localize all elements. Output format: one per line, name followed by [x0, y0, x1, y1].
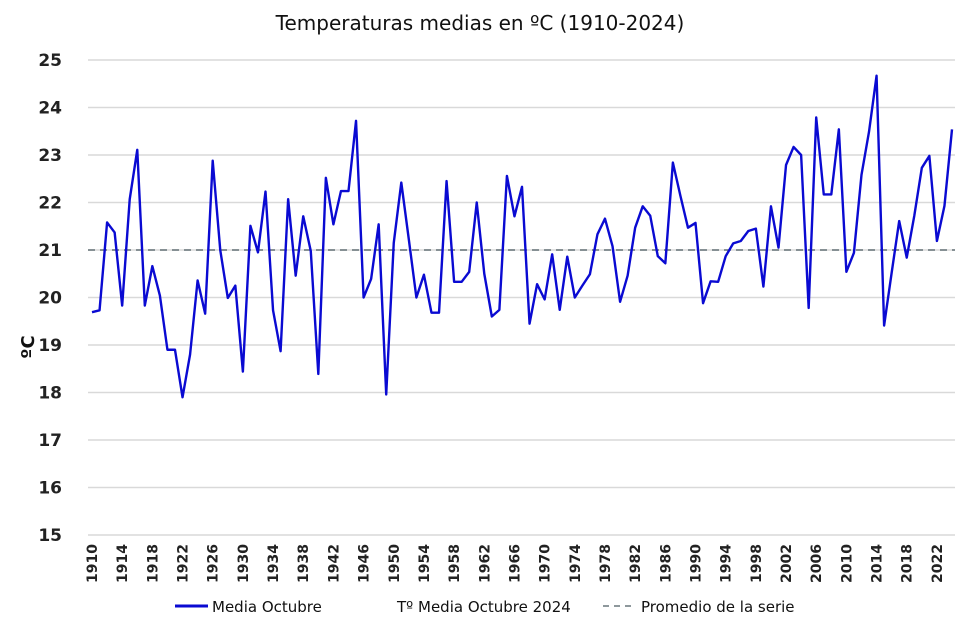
y-tick-label: 18 — [38, 384, 62, 404]
x-tick-label: 1938 — [296, 544, 312, 583]
x-tick-label: 2014 — [870, 544, 886, 583]
x-tick-label: 1950 — [387, 544, 403, 583]
x-tick-label: 1986 — [658, 544, 674, 583]
x-tick-labels: 1910 1914 1918 1922 1926 1930 1934 1938 1942 1946… — [85, 544, 946, 583]
x-tick-label: 1934 — [266, 544, 282, 583]
x-tick-label: 1918 — [145, 544, 161, 583]
x-tick-label: 2002 — [779, 544, 795, 583]
y-tick-label: 17 — [38, 431, 62, 451]
y-tick-label: 22 — [38, 194, 62, 214]
series-points — [92, 76, 952, 398]
y-axis-label: ºC — [18, 335, 39, 358]
x-tick-label: 1954 — [417, 544, 433, 583]
legend-item-promedio: Promedio de la serie — [603, 598, 795, 616]
y-tick-label: 21 — [38, 241, 62, 261]
legend-item-media-octubre: Media Octubre — [175, 598, 322, 616]
x-tick-label: 1982 — [628, 544, 644, 583]
y-tick-label: 20 — [38, 289, 62, 309]
x-tick-label: 2018 — [900, 544, 916, 583]
y-tick-label: 24 — [38, 99, 62, 119]
legend-item-media-2024: Tº Media Octubre 2024 — [396, 598, 571, 616]
series-media-octubre-line — [92, 76, 952, 398]
x-tick-label: 1946 — [357, 544, 373, 583]
x-tick-label: 2022 — [930, 544, 946, 583]
x-tick-label: 1910 — [85, 544, 101, 583]
y-tick-label: 15 — [38, 526, 62, 546]
x-tick-label: 1914 — [115, 544, 131, 583]
gridlines — [88, 60, 955, 535]
legend-label: Tº Media Octubre 2024 — [396, 598, 571, 616]
x-tick-label: 1942 — [326, 544, 342, 583]
x-tick-label: 2010 — [839, 544, 855, 583]
x-tick-label: 1970 — [538, 544, 554, 583]
x-tick-label: 1930 — [236, 544, 252, 583]
x-tick-label: 1922 — [176, 544, 192, 583]
x-tick-label: 1994 — [719, 544, 735, 583]
x-tick-label: 1958 — [447, 544, 463, 583]
x-tick-label: 1926 — [206, 544, 222, 583]
legend-label: Promedio de la serie — [641, 598, 795, 616]
x-tick-label: 1966 — [507, 544, 523, 583]
chart-title: Temperaturas medias en ºC (1910-2024) — [275, 11, 685, 35]
legend-label: Media Octubre — [212, 598, 322, 616]
y-tick-label: 19 — [38, 336, 62, 356]
y-tick-label: 16 — [38, 479, 62, 499]
x-tick-label: 1978 — [598, 544, 614, 583]
x-tick-label: 2006 — [809, 544, 825, 583]
y-tick-label: 23 — [38, 146, 62, 166]
y-tick-labels: 15 16 17 18 19 20 21 22 23 24 25 — [38, 51, 62, 546]
x-tick-label: 1990 — [689, 544, 705, 583]
legend: Media Octubre Tº Media Octubre 2024 Prom… — [175, 598, 795, 616]
y-tick-label: 25 — [38, 51, 62, 71]
x-tick-label: 1962 — [477, 544, 493, 583]
x-tick-label: 1998 — [749, 544, 765, 583]
x-tick-label: 1974 — [568, 544, 584, 583]
